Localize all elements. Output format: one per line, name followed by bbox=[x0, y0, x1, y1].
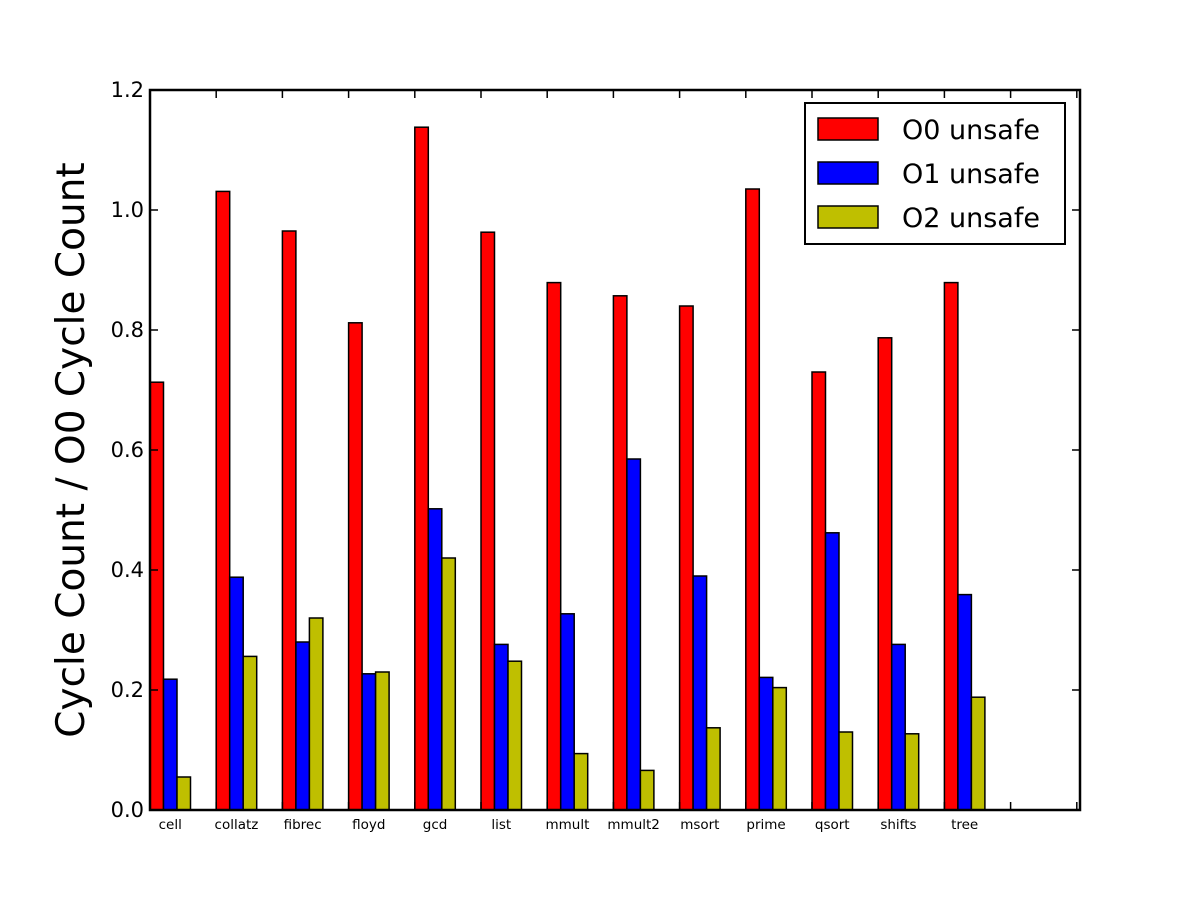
bar-o1-unsafe-mmult bbox=[559, 613, 575, 811]
bar-o1-unsafe-gcd bbox=[427, 508, 443, 811]
bar-o2-unsafe-list bbox=[507, 660, 523, 811]
bar-o2-unsafe-mmult2 bbox=[639, 769, 655, 811]
bar-o2-unsafe-shifts bbox=[904, 733, 920, 811]
x-tick-label-gcd: gcd bbox=[423, 817, 448, 833]
y-tick-label: 0.6 bbox=[111, 438, 144, 462]
x-tick-label-mmult: mmult bbox=[545, 817, 589, 833]
bar-o1-unsafe-qsort bbox=[824, 532, 840, 811]
bar-o0-unsafe-floyd bbox=[347, 322, 363, 811]
bar-o1-unsafe-shifts bbox=[890, 643, 906, 811]
y-tick-label: 0.0 bbox=[111, 798, 144, 822]
x-tick-label-fibrec: fibrec bbox=[284, 817, 322, 833]
bar-o0-unsafe-tree bbox=[943, 281, 959, 811]
bar-o2-unsafe-prime bbox=[772, 686, 788, 811]
y-tick-label: 1.0 bbox=[111, 198, 144, 222]
x-tick-label-mmult2: mmult2 bbox=[607, 817, 660, 833]
bar-o1-unsafe-list bbox=[493, 643, 509, 811]
bar-o2-unsafe-collatz bbox=[242, 655, 258, 811]
bar-o2-unsafe-floyd bbox=[374, 671, 390, 811]
bar-o0-unsafe-mmult bbox=[546, 281, 562, 811]
bar-o0-unsafe-shifts bbox=[877, 337, 893, 811]
x-tick-label-tree: tree bbox=[951, 817, 978, 833]
bars-layer bbox=[149, 126, 986, 811]
bar-o0-unsafe-mmult2 bbox=[612, 295, 628, 811]
x-axis: cell collatz fibrec floyd gcd list mmult mmult2… bbox=[149, 90, 1078, 833]
bar-o2-unsafe-mmult bbox=[573, 752, 589, 811]
y-axis-label: Cycle Count / O0 Cycle Count bbox=[49, 162, 94, 737]
y-tick-label: 0.2 bbox=[111, 678, 144, 702]
x-tick-label-prime: prime bbox=[746, 817, 785, 833]
y-axis: 0.0 0.2 0.4 0.6 0.8 1.0 1.2 bbox=[111, 78, 1080, 822]
legend: O0 unsafe O1 unsafe O2 unsafe bbox=[804, 102, 1066, 245]
bar-o1-unsafe-collatz bbox=[228, 576, 244, 811]
bar-o0-unsafe-qsort bbox=[811, 371, 827, 811]
x-tick-label-qsort: qsort bbox=[815, 817, 850, 833]
x-tick-label-msort: msort bbox=[680, 817, 719, 833]
bar-o2-unsafe-tree bbox=[970, 696, 986, 811]
x-tick-label-cell: cell bbox=[159, 817, 182, 833]
x-tick-label-floyd: floyd bbox=[352, 817, 385, 833]
bar-o1-unsafe-cell bbox=[162, 678, 178, 811]
legend-label: O1 unsafe bbox=[902, 159, 1040, 190]
bar-o2-unsafe-gcd bbox=[441, 557, 457, 811]
bar-o0-unsafe-collatz bbox=[215, 190, 231, 811]
bar-o1-unsafe-prime bbox=[758, 676, 774, 811]
bar-o1-unsafe-msort bbox=[692, 575, 708, 811]
legend-swatch-o2-unsafe bbox=[817, 205, 879, 229]
y-tick-label: 0.8 bbox=[111, 318, 144, 342]
legend-label: O2 unsafe bbox=[902, 203, 1040, 234]
bar-o0-unsafe-fibrec bbox=[281, 230, 297, 811]
bar-o1-unsafe-floyd bbox=[361, 673, 377, 811]
bar-o1-unsafe-tree bbox=[957, 593, 973, 811]
bar-o0-unsafe-msort bbox=[678, 305, 694, 811]
bar-o0-unsafe-cell bbox=[149, 381, 165, 811]
legend-swatch-o1-unsafe bbox=[817, 161, 879, 185]
bar-o2-unsafe-fibrec bbox=[308, 617, 324, 811]
bar-o1-unsafe-fibrec bbox=[295, 641, 311, 811]
x-tick-label-list: list bbox=[491, 817, 511, 833]
bar-o2-unsafe-qsort bbox=[838, 731, 854, 811]
bar-o0-unsafe-prime bbox=[745, 188, 761, 811]
x-tick-label-collatz: collatz bbox=[215, 817, 259, 833]
bar-o1-unsafe-mmult2 bbox=[626, 458, 642, 811]
legend-label: O0 unsafe bbox=[902, 115, 1040, 146]
bar-o0-unsafe-gcd bbox=[414, 126, 430, 811]
legend-swatch-o0-unsafe bbox=[817, 117, 879, 141]
bar-o2-unsafe-msort bbox=[705, 727, 721, 811]
x-tick-label-shifts: shifts bbox=[880, 817, 916, 833]
bar-o2-unsafe-cell bbox=[176, 776, 192, 811]
y-tick-label: 0.4 bbox=[111, 558, 144, 582]
bar-o0-unsafe-list bbox=[480, 231, 496, 811]
y-tick-label: 1.2 bbox=[111, 78, 144, 102]
